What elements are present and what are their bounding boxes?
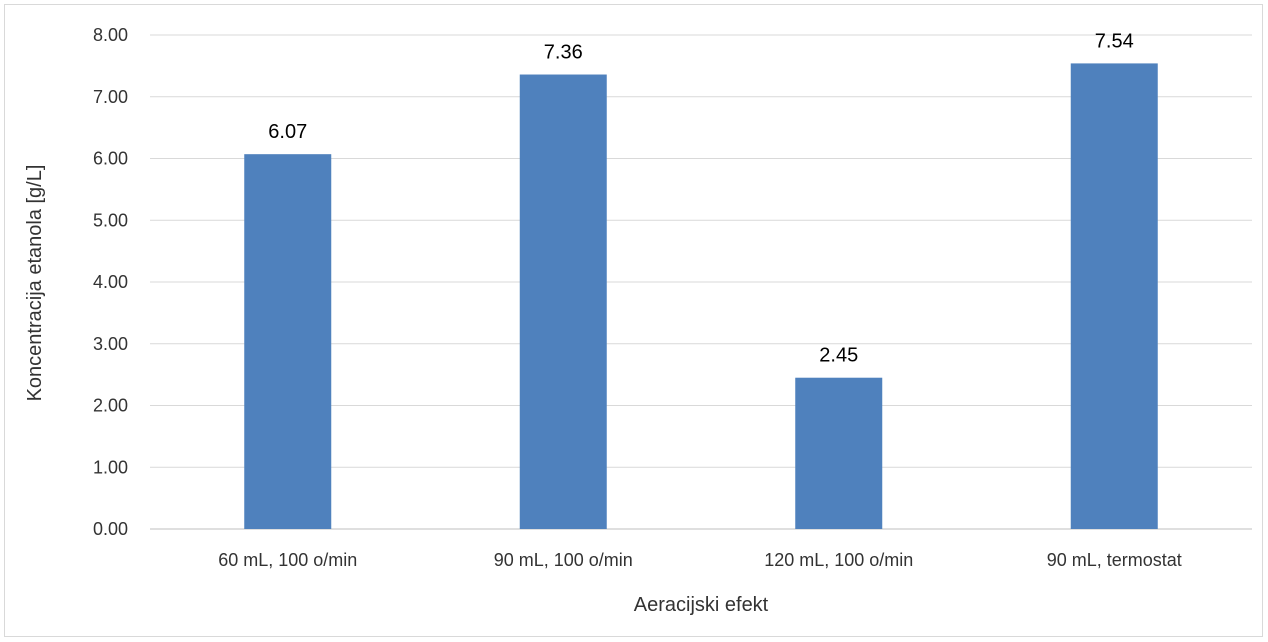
y-tick-label: 6.00 [93,149,128,169]
y-tick-label: 5.00 [93,210,128,230]
y-axis-ticks: 0.00 1.00 2.00 3.00 4.00 5.00 6.00 7.00 8.00 [93,25,128,539]
x-axis-title: Aeracijski efekt [634,594,769,616]
x-tick-label: 60 mL, 100 o/min [218,550,357,570]
y-tick-label: 4.00 [93,272,128,292]
y-tick-label: 0.00 [93,519,128,539]
data-label: 7.54 [1095,30,1134,52]
data-labels: 6.07 7.36 2.45 7.54 [268,30,1133,366]
bars [244,63,1158,530]
y-tick-label: 1.00 [93,457,128,477]
x-tick-label: 90 mL, 100 o/min [494,550,633,570]
bar [244,154,332,530]
data-label: 2.45 [819,345,858,367]
chart-frame [4,4,1263,637]
data-label: 6.07 [268,121,307,143]
data-label: 7.36 [544,42,583,64]
bar [519,74,607,530]
x-axis-ticks: 60 mL, 100 o/min 90 mL, 100 o/min 120 mL, … [218,550,1182,570]
y-tick-label: 8.00 [93,25,128,45]
gridlines [150,34,1252,530]
y-tick-label: 3.00 [93,334,128,354]
bar [795,377,883,529]
y-tick-label: 7.00 [93,87,128,107]
x-tick-label: 120 mL, 100 o/min [764,550,913,570]
bar [1070,63,1158,529]
y-axis-title: Koncentracija etanola [g/L] [24,165,46,402]
x-tick-label: 90 mL, termostat [1047,550,1182,570]
y-tick-label: 2.00 [93,396,128,416]
